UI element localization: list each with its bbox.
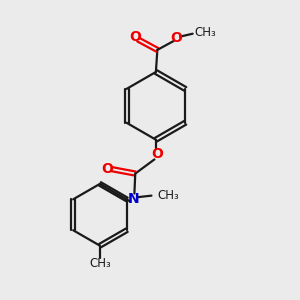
Text: CH₃: CH₃ — [89, 257, 111, 271]
Text: O: O — [129, 30, 141, 44]
Text: O: O — [152, 147, 163, 161]
Text: O: O — [101, 162, 113, 176]
Text: O: O — [171, 31, 182, 45]
Text: CH₃: CH₃ — [158, 189, 179, 202]
Text: CH₃: CH₃ — [194, 26, 216, 39]
Text: N: N — [128, 192, 140, 206]
